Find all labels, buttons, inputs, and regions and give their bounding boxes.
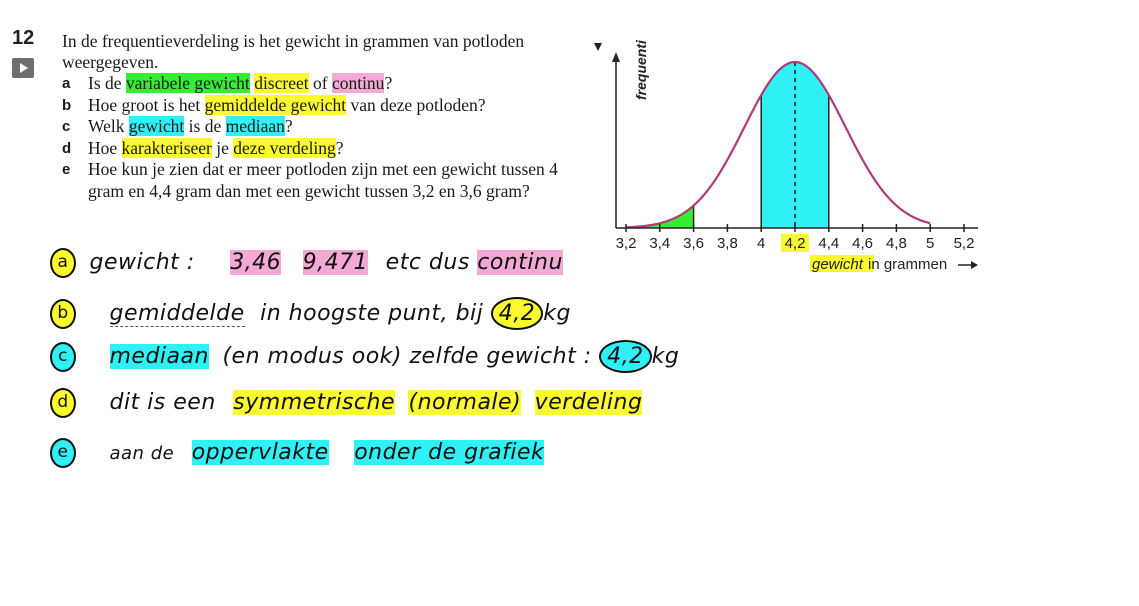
item-text: van deze potloden?: [346, 94, 486, 115]
x-axis-label-highlight: gewicht: [812, 256, 864, 273]
question-item-e: e Hoe kun je zien dat er meer potloden zi…: [62, 159, 558, 202]
word-verdeling: verdeling: [534, 390, 643, 415]
item-text: ?: [335, 137, 344, 158]
answer-letter-c: c: [50, 342, 76, 372]
x-tick-label: 4: [757, 235, 765, 252]
item-text: Is de: [88, 73, 126, 93]
x-tick-label: 4,8: [886, 235, 907, 252]
x-tick-label: 5,2: [954, 235, 975, 252]
x-tick-label: 5: [926, 235, 934, 252]
word-normale: (normale): [408, 390, 522, 415]
play-video-icon[interactable]: [12, 58, 34, 78]
item-text: gemiddelde gewicht: [204, 94, 347, 115]
item-text: mediaan: [225, 116, 285, 136]
y-label-arrow: [594, 43, 602, 51]
answer-letter-d: d: [50, 388, 76, 418]
item-letter: a: [62, 75, 71, 92]
question-item-a: a Is de variabele gewicht discreet of con…: [62, 73, 558, 95]
normal-curve: [625, 60, 931, 229]
x-tick-label: 4,4: [818, 235, 839, 252]
question-item-c: c Welk gewicht is de mediaan?: [62, 116, 558, 138]
item-text: Hoe kun je zien dat er meer potloden zij…: [88, 159, 558, 201]
word-mediaan: mediaan: [109, 344, 209, 369]
item-text: continu: [331, 73, 385, 93]
item-letter: d: [62, 139, 72, 157]
item-text: is de: [184, 116, 226, 136]
item-text: ?: [284, 116, 293, 136]
word-onder-de-grafiek: onder de grafiek: [354, 440, 545, 465]
question-item-d: d Hoe karakteriseer je deze verdeling?: [62, 137, 558, 160]
value-3-46: 3,46: [230, 250, 282, 275]
x-tick-label: 3,4: [649, 235, 670, 252]
x-axis-label: in grammen: [868, 256, 947, 273]
x-tick-label: 3,8: [717, 235, 738, 252]
item-text: gewicht: [128, 116, 185, 136]
answer-d: d dit is een symmetrische (normale) verd…: [50, 388, 643, 418]
item-text: deze verdeling: [233, 137, 336, 158]
item-text: ?: [384, 73, 393, 93]
item-letter: b: [62, 96, 72, 114]
tick-highlight: [781, 234, 809, 252]
item-text: Hoe groot is het: [88, 94, 205, 115]
answer-c: c mediaan (en modus ook) zelfde gewicht …: [50, 340, 679, 373]
x-tick-label: 4,6: [852, 235, 873, 252]
question-items: a Is de variabele gewicht discreet of con…: [62, 73, 558, 202]
item-letter: e: [62, 161, 71, 178]
value-9-471: 9,471: [302, 250, 369, 275]
item-text: karakteriseer: [121, 137, 212, 158]
word-symmetrische: symmetrische: [233, 390, 395, 415]
answer-letter-b: b: [50, 299, 76, 329]
question-item-b: b Hoe groot is het gemiddelde gewicht van…: [62, 94, 558, 117]
y-axis-arrow: [612, 52, 620, 62]
x-tick-label: 3,6: [683, 235, 704, 252]
x-label-arrow: [971, 261, 978, 269]
answer-b: b gemiddelde in hoogste punt, bij 4,2 kg: [50, 297, 571, 330]
item-letter: c: [62, 118, 71, 135]
value-4-2-c: 4,2: [599, 340, 652, 373]
x-tick-label: 4,2: [785, 235, 806, 252]
answer-letter-e: e: [50, 438, 76, 468]
answer-a: a gewicht : 3,46 9,471 etc dus continu: [50, 248, 563, 278]
item-text: Hoe: [88, 137, 122, 158]
answer-e: e aan de oppervlakte onder de grafiek: [50, 438, 545, 468]
item-text: of: [308, 73, 332, 93]
item-text: discreet: [254, 73, 309, 93]
word-oppervlakte: oppervlakte: [191, 440, 329, 465]
item-text: Welk: [88, 116, 129, 136]
value-4-2-b: 4,2: [490, 297, 544, 330]
item-text: je: [211, 137, 234, 158]
question-number: 12: [12, 27, 35, 49]
frequency-chart: 3,2 3,4 3,6 3,8 4 4,2 4,4 4,6 4,8 5 5,2 frequentie…: [594, 40, 978, 273]
item-text: variabele gewicht: [125, 73, 250, 93]
y-axis-label: frequentie: [633, 40, 649, 100]
word-continu: continu: [477, 250, 563, 275]
x-tick-label: 3,2: [616, 235, 637, 252]
question-intro: In de frequentieverdeling is het gewicht…: [62, 31, 525, 72]
answer-letter-a: a: [50, 248, 76, 278]
